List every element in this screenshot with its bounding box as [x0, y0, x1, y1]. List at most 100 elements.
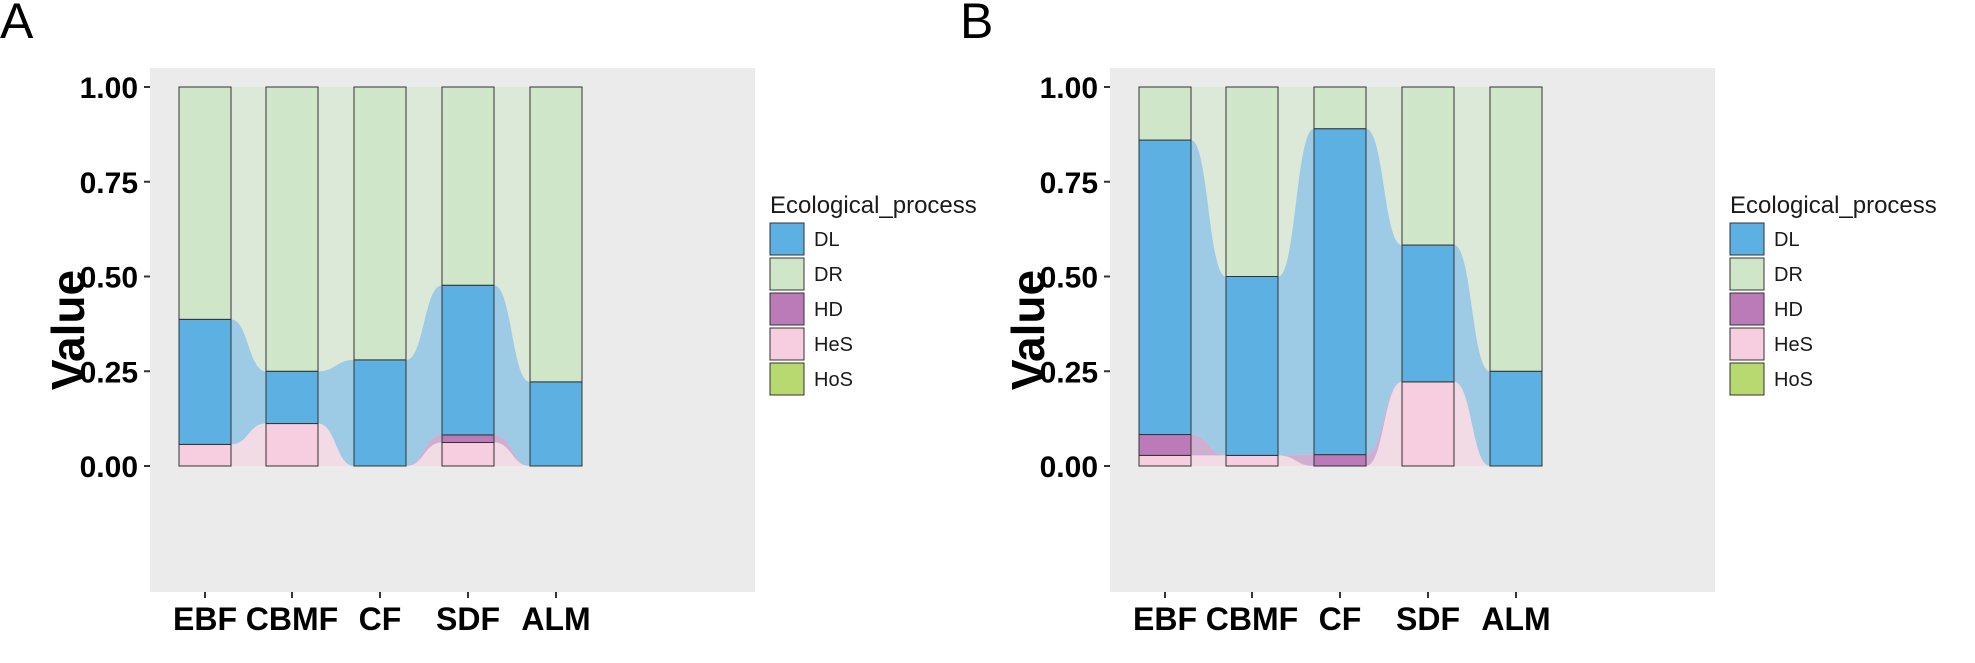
- x-tick-label: SDF: [1396, 601, 1460, 637]
- bars: [178, 86, 583, 467]
- bar-segment-hes-cbmf: [265, 423, 319, 467]
- legend-key-hd: [1729, 292, 1765, 326]
- legend-key-hos: [769, 362, 805, 396]
- legend-key-hd: [769, 292, 805, 326]
- legend-label-dl: DL: [814, 229, 840, 251]
- x-tick-label: EBF: [173, 601, 237, 637]
- y-tick-label: 0.75: [80, 167, 138, 200]
- flow-dr: [231, 87, 266, 372]
- bar-segment-hes-cbmf: [1225, 454, 1279, 467]
- flow-dl: [1366, 128, 1402, 455]
- bar-segment-hes-sdf: [1401, 381, 1455, 467]
- legend-key-dr: [769, 257, 805, 291]
- x-tick-label: ALM: [1481, 601, 1550, 637]
- y-axis-label: Value: [1002, 270, 1054, 390]
- bar-segment-hd-ebf: [1138, 434, 1192, 456]
- x-tick-label: CBMF: [1206, 601, 1298, 637]
- legend-label-hos: HoS: [1774, 369, 1813, 391]
- flow-dr: [1454, 87, 1490, 372]
- flow-dr: [406, 87, 442, 360]
- chart-b: B 0.00 0.25 0.50 0.75 1.00 EBF CBMF CF SDF ALM Valu…: [960, 0, 1937, 637]
- bar-segment-dl-cbmf: [1225, 276, 1279, 456]
- bar-segment-dl-cbmf: [265, 370, 319, 425]
- flow-hd: [1278, 454, 1314, 466]
- bar-segment-hd-cf: [1313, 454, 1367, 467]
- flow-dl: [1454, 245, 1490, 466]
- bar-segment-dr-cf: [1313, 86, 1367, 130]
- bar-segment-dr-alm: [529, 86, 583, 383]
- legend-label-hd: HD: [814, 299, 843, 321]
- bar-segment-dr-ebf: [178, 86, 232, 320]
- bar-segment-dr-cbmf: [265, 86, 319, 372]
- bar-segment-dl-sdf: [1401, 244, 1455, 383]
- bar-segment-hes-ebf: [178, 443, 232, 467]
- legend: Ecological_process DL DR HD HeS HoS: [769, 192, 977, 396]
- legend-key-dl: [769, 222, 805, 256]
- bar-segment-hd-sdf: [441, 434, 495, 444]
- flow-hes: [1191, 455, 1226, 466]
- x-tick-label: SDF: [436, 601, 500, 637]
- y-tick-label: 1.00: [80, 72, 138, 105]
- legend-key-hos: [1729, 362, 1765, 396]
- flows: [1191, 87, 1490, 466]
- flow-dr: [1366, 87, 1402, 246]
- flow-dl: [1278, 128, 1314, 456]
- chart-a: A 0.00 0.25 0.50 0.75 1.00 EBF CBMF CF SDF ALM Valu…: [0, 0, 977, 637]
- bar-segment-dr-sdf: [441, 86, 495, 286]
- legend-label-hes: HeS: [814, 334, 853, 356]
- y-tick-label: 0.00: [1040, 451, 1098, 484]
- legend-key-dr: [1729, 257, 1765, 291]
- bar-segment-dl-cf: [353, 359, 407, 467]
- x-tick-label: CF: [1319, 601, 1362, 637]
- panel-letter: A: [0, 0, 34, 49]
- bars: [1138, 86, 1543, 467]
- bar-segment-dl-ebf: [1138, 139, 1192, 436]
- flow-dr: [494, 87, 530, 382]
- legend-label-hos: HoS: [814, 369, 853, 391]
- flows: [231, 87, 530, 466]
- legend-key-hes: [1729, 327, 1765, 361]
- legend-label-dr: DR: [814, 264, 843, 286]
- panel-a: A 0.00 0.25 0.50 0.75 1.00 EBF CBMF CF SDF ALM Valu…: [0, 0, 980, 663]
- y-tick-label: 0.00: [80, 451, 138, 484]
- bar-segment-dr-alm: [1489, 86, 1543, 372]
- bar-segment-dl-sdf: [441, 284, 495, 436]
- bar-segment-dl-alm: [529, 381, 583, 467]
- y-axis-label: Value: [42, 270, 94, 390]
- legend: Ecological_process DL DR HD HeS HoS: [1729, 192, 1937, 396]
- legend-key-dl: [1729, 222, 1765, 256]
- x-tick-label: CBMF: [246, 601, 338, 637]
- legend-title: Ecological_process: [1730, 192, 1937, 219]
- panel-letter: B: [960, 0, 993, 49]
- panel-b: B 0.00 0.25 0.50 0.75 1.00 EBF CBMF CF SDF ALM Valu…: [960, 0, 1940, 663]
- bar-segment-dr-cbmf: [1225, 86, 1279, 277]
- legend-label-hd: HD: [1774, 299, 1803, 321]
- bar-segment-hes-ebf: [1138, 454, 1192, 467]
- flow-dr: [1278, 87, 1314, 277]
- legend-label-dl: DL: [1774, 229, 1800, 251]
- flow-dr: [1191, 87, 1226, 277]
- bar-segment-dl-ebf: [178, 318, 232, 445]
- legend-title: Ecological_process: [770, 192, 977, 219]
- flow-dl: [231, 319, 266, 445]
- y-tick-label: 0.25: [1040, 356, 1098, 389]
- bar-segment-dr-cf: [353, 86, 407, 361]
- bar-segment-dl-alm: [1489, 370, 1543, 467]
- x-tick-label: ALM: [521, 601, 590, 637]
- bar-segment-dr-sdf: [1401, 86, 1455, 246]
- y-tick-label: 1.00: [1040, 72, 1098, 105]
- flow-dr: [318, 87, 354, 372]
- x-tick-label: CF: [359, 601, 402, 637]
- y-tick-label: 0.25: [80, 356, 138, 389]
- y-tick-label: 0.75: [1040, 167, 1098, 200]
- bar-segment-dr-ebf: [1138, 86, 1192, 141]
- y-tick-label: 0.50: [80, 262, 138, 295]
- y-tick-label: 0.50: [1040, 262, 1098, 295]
- bar-segment-dl-cf: [1313, 128, 1367, 456]
- flow-dl: [406, 285, 442, 466]
- flow-dl: [1191, 140, 1226, 456]
- flow-dl: [318, 359, 354, 466]
- legend-key-hes: [769, 327, 805, 361]
- flow-dl: [494, 285, 530, 466]
- bar-segment-hes-sdf: [441, 442, 495, 467]
